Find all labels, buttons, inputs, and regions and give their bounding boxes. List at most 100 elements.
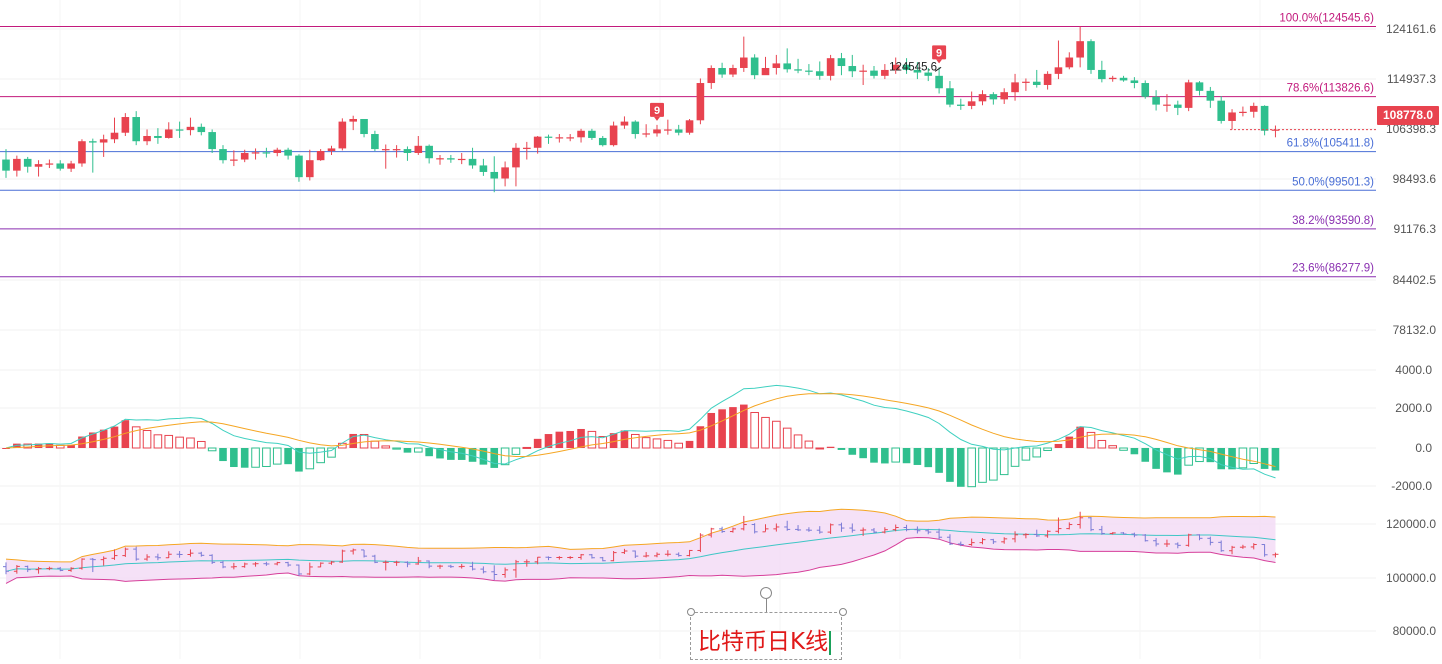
macd-histogram-bar — [544, 434, 553, 448]
candle-body — [891, 64, 900, 70]
boll-tick-label: 80000.0 — [1393, 624, 1437, 638]
candle-body — [197, 126, 206, 133]
candle-body — [34, 164, 43, 167]
candle-body — [295, 155, 303, 178]
annotation-layer: 9 9 124545.6 — [650, 45, 947, 121]
macd-histogram-bar — [740, 404, 748, 448]
candle-body — [436, 158, 444, 160]
macd-histogram-bar — [663, 439, 673, 449]
macd-histogram-bar — [1195, 447, 1204, 463]
macd-histogram-bar — [859, 448, 867, 459]
candle-body — [1260, 105, 1269, 131]
rotate-handle[interactable] — [760, 587, 772, 599]
resize-handle-top-right[interactable] — [839, 608, 847, 616]
macd-histogram-bar — [186, 437, 195, 449]
macd-panel: 4000.0 2000.0 0.0 -2000.0 — [2, 363, 1432, 493]
macd-histogram-bar — [555, 431, 564, 448]
candle-body — [1228, 112, 1236, 121]
candle-body — [121, 117, 130, 133]
macd-histogram-bar — [761, 416, 770, 449]
candle-body — [447, 158, 455, 160]
price-tick-label: 91176.3 — [1394, 222, 1437, 236]
candle-body — [1195, 82, 1204, 91]
resize-handle-top-left[interactable] — [687, 608, 695, 616]
candle-body — [219, 149, 227, 161]
macd-histogram-bar — [490, 448, 499, 468]
candle-body — [913, 69, 922, 73]
candle-body — [761, 67, 770, 76]
candle-body — [989, 94, 998, 100]
current-price-tag: 108778.0 — [1377, 106, 1439, 125]
macd-histogram-bar — [881, 448, 889, 464]
boll-upper-line — [5, 508, 1276, 563]
macd-histogram-bar — [153, 434, 163, 449]
fib-level-label: 38.2%(93590.8) — [1292, 215, 1374, 227]
candle-body — [1000, 92, 1008, 100]
macd-histogram-bar — [2, 448, 10, 449]
macd-histogram-bar — [511, 447, 521, 455]
macd-histogram-bar — [251, 447, 260, 468]
macd-dea-line — [5, 393, 1276, 468]
caption-text[interactable]: 比特币日K线 — [698, 622, 832, 656]
candle-layer — [2, 26, 1280, 193]
candle-body — [1152, 96, 1160, 105]
candle-body — [978, 94, 987, 102]
macd-histogram-bar — [946, 448, 954, 482]
macd-histogram-bar — [729, 407, 737, 448]
candle-body — [1119, 77, 1128, 81]
macd-histogram-bar — [587, 430, 597, 449]
macd-histogram-bar — [164, 434, 174, 449]
macd-histogram-bar — [1152, 448, 1160, 469]
macd-histogram-bar — [403, 448, 412, 453]
macd-histogram-bar — [1065, 436, 1074, 448]
macd-histogram-bar — [142, 430, 152, 449]
macd-histogram-bar — [414, 447, 423, 453]
candle-body — [794, 69, 802, 71]
candle-body — [1098, 69, 1106, 80]
macd-histogram-bar — [967, 447, 976, 488]
macd-histogram-bar — [295, 448, 303, 472]
candle-body — [1271, 129, 1280, 131]
macd-histogram-bar — [891, 447, 901, 463]
macd-histogram-bar — [272, 447, 282, 465]
boll-tick-label: 120000.0 — [1386, 517, 1436, 531]
candle-body — [707, 67, 716, 84]
macd-histogram-bar — [837, 448, 846, 450]
candle-body — [946, 88, 954, 105]
candle-body — [164, 129, 173, 138]
fib-level-label: 50.0%(99501.3) — [1292, 176, 1374, 188]
candle-body — [349, 118, 357, 122]
td-count-badge-label: 9 — [936, 47, 942, 59]
candle-body — [1249, 105, 1258, 112]
macd-histogram-bar — [23, 443, 32, 449]
candle-body — [1184, 82, 1193, 108]
candle-body — [598, 137, 607, 146]
candle-body — [1217, 100, 1225, 121]
candle-body — [251, 152, 260, 154]
macd-tick-label: 2000.0 — [1395, 401, 1432, 415]
macd-histogram-bar — [631, 433, 640, 449]
candle-body — [1108, 77, 1117, 80]
macd-histogram-bar — [804, 440, 814, 449]
td-count-badge-pointer — [936, 59, 943, 64]
macd-histogram-bar — [1260, 448, 1269, 469]
candle-body — [403, 149, 412, 153]
price-tick-label: 124161.6 — [1386, 22, 1436, 36]
macd-histogram-bar — [1097, 439, 1107, 449]
macd-histogram-bar — [1021, 447, 1031, 461]
candle-body — [230, 159, 238, 161]
candle-body — [718, 67, 726, 75]
boll-lower-line — [5, 536, 1276, 584]
price-tick-label: 78132.0 — [1393, 323, 1437, 337]
td-count-badge-pointer — [654, 116, 660, 121]
macd-histogram-bar — [566, 430, 574, 448]
candle-body — [490, 171, 499, 179]
macd-histogram-bar — [609, 433, 618, 448]
macd-histogram-bar — [284, 448, 292, 465]
fibonacci-layer: 100.0%(124545.6) 78.6%(113826.6) 61.8%(105… — [0, 12, 1376, 278]
macd-histogram-bar — [175, 436, 184, 449]
macd-histogram-bar — [89, 432, 97, 448]
macd-histogram-bar — [793, 434, 803, 449]
macd-histogram-bar — [99, 429, 108, 448]
